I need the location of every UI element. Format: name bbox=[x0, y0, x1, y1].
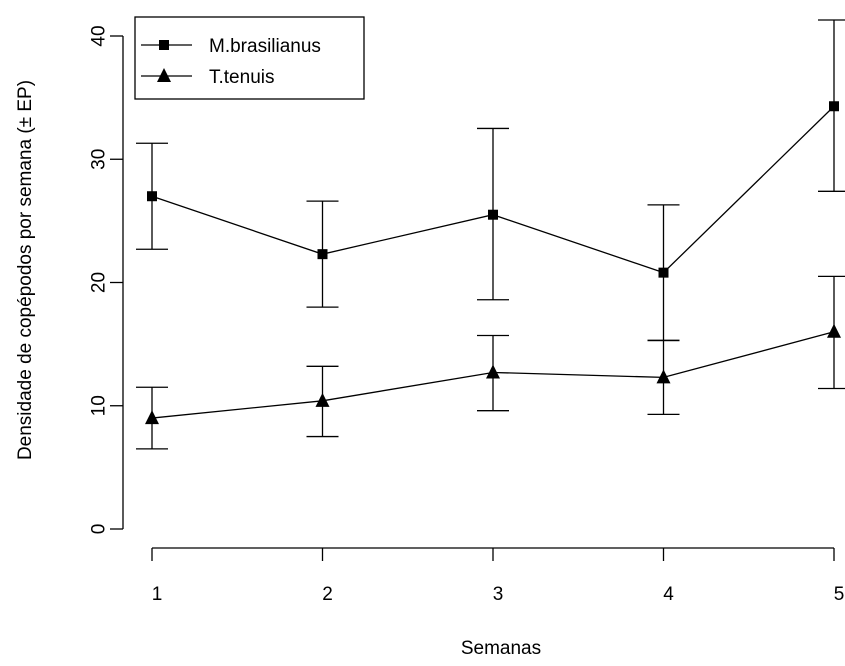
legend-item: T.tenuis bbox=[141, 67, 274, 88]
y-tick-label: 40 bbox=[89, 25, 110, 46]
point-square bbox=[658, 267, 669, 278]
y-tick-label: 10 bbox=[89, 395, 110, 416]
y-tick-label: 0 bbox=[89, 524, 110, 535]
x-axis-title: Semanas bbox=[461, 638, 541, 659]
x-tick-label: 1 bbox=[152, 584, 163, 605]
y-tick-label: 30 bbox=[89, 149, 110, 170]
legend-label: T.tenuis bbox=[209, 67, 274, 88]
point-triangle bbox=[827, 323, 841, 338]
point-square bbox=[829, 101, 839, 112]
legend-label: M.brasilianus bbox=[209, 36, 321, 57]
x-tick-label: 2 bbox=[322, 584, 333, 605]
point-triangle bbox=[157, 68, 171, 82]
x-tick-label: 3 bbox=[493, 584, 504, 605]
y-axis-title: Densidade de copépodos por semana (± EP) bbox=[15, 80, 36, 460]
x-tick-label: 4 bbox=[663, 584, 674, 605]
point-square bbox=[159, 40, 169, 50]
point-triangle bbox=[486, 364, 500, 379]
point-triangle bbox=[145, 410, 159, 425]
y-axis: 0 10 20 30 40 bbox=[89, 25, 124, 534]
point-triangle bbox=[315, 392, 330, 407]
legend-box bbox=[134, 16, 365, 100]
x-axis: 1 2 3 4 5 bbox=[151, 547, 845, 605]
legend-item: M.brasilianus bbox=[141, 36, 321, 57]
plot-area bbox=[136, 19, 845, 450]
point-square bbox=[317, 249, 328, 260]
y-tick-label: 20 bbox=[89, 272, 110, 293]
point-triangle bbox=[656, 369, 671, 384]
legend: M.brasilianus T.tenuis bbox=[134, 16, 365, 100]
series-t-tenuis bbox=[136, 275, 845, 450]
point-square bbox=[147, 191, 157, 202]
x-tick-label: 5 bbox=[834, 584, 845, 605]
point-square bbox=[488, 209, 498, 220]
